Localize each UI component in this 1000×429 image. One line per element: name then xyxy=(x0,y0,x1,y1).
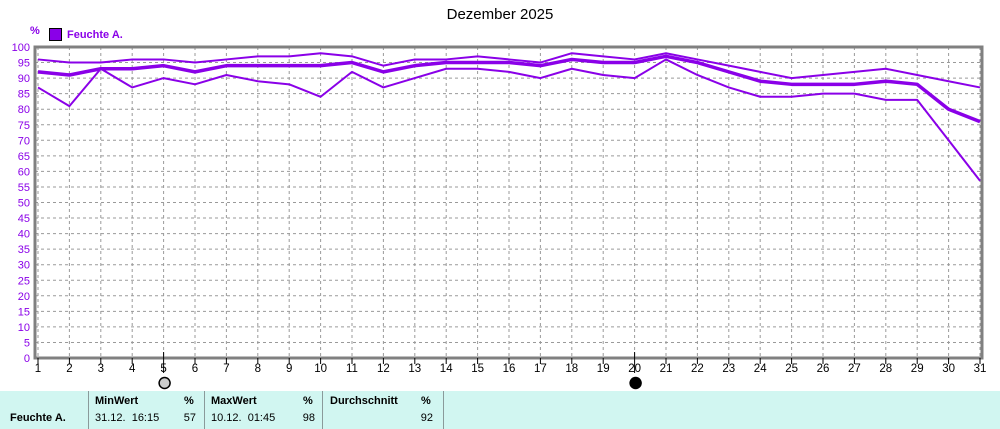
x-tick-label: 17 xyxy=(534,363,547,375)
x-tick-label: 30 xyxy=(942,363,955,375)
y-tick-label: 40 xyxy=(18,229,30,241)
minwert-value: 57 xyxy=(183,412,196,424)
x-tick-label: 14 xyxy=(440,363,453,375)
y-tick-label: 55 xyxy=(18,182,30,194)
x-tick-label: 6 xyxy=(192,363,198,375)
maxwert-unit: % xyxy=(303,395,313,407)
full-moon-icon xyxy=(158,376,171,390)
table-separator xyxy=(322,391,323,429)
x-tick-label: 9 xyxy=(286,363,292,375)
y-tick-label: 0 xyxy=(24,353,30,365)
x-tick-label: 26 xyxy=(817,363,830,375)
legend: Feuchte A. xyxy=(49,28,123,41)
y-tick-label: 35 xyxy=(18,244,30,256)
x-tick-label: 1 xyxy=(35,363,41,375)
series-line-max xyxy=(37,52,981,89)
table-separator xyxy=(443,391,444,429)
x-tick-label: 29 xyxy=(911,363,924,375)
y-tick-label: 30 xyxy=(18,260,30,272)
x-tick-label: 4 xyxy=(129,363,136,375)
y-tick-label: 5 xyxy=(24,337,30,349)
x-tick-label: 3 xyxy=(98,363,104,375)
y-tick-label: 100 xyxy=(12,42,30,54)
legend-swatch-icon xyxy=(49,28,62,41)
y-tick-label: 75 xyxy=(18,120,30,132)
y-tick-label: 70 xyxy=(18,135,30,147)
humidity-chart-plot-area: 0510152025303540455055606570758085909510… xyxy=(12,42,987,390)
y-tick-label: 45 xyxy=(18,213,30,225)
chart-title: Dezember 2025 xyxy=(446,6,554,23)
y-tick-label: 50 xyxy=(18,198,30,210)
x-tick-label: 10 xyxy=(314,363,327,375)
x-tick-label: 31 xyxy=(974,363,987,375)
durchschnitt-header: Durchschnitt xyxy=(330,395,398,407)
x-tick-label: 24 xyxy=(754,363,767,375)
series-line-avg xyxy=(37,54,981,124)
table-separator xyxy=(88,391,89,429)
y-tick-label: 65 xyxy=(18,151,30,163)
x-tick-label: 11 xyxy=(346,363,358,375)
series-line-min xyxy=(37,58,981,182)
table-separator xyxy=(204,391,205,429)
x-tick-label: 25 xyxy=(785,363,798,375)
y-tick-label: 20 xyxy=(18,291,30,303)
x-tick-label: 15 xyxy=(471,363,484,375)
x-tick-label: 16 xyxy=(503,363,516,375)
maxwert-header: MaxWert xyxy=(211,395,257,407)
legend-label: Feuchte A. xyxy=(67,28,123,41)
x-tick-label: 22 xyxy=(691,363,704,375)
x-tick-label: 23 xyxy=(722,363,735,375)
minwert-header: MinWert xyxy=(95,395,139,407)
x-tick-label: 21 xyxy=(660,363,673,375)
y-tick-label: 25 xyxy=(18,275,30,287)
new-moon-icon xyxy=(629,376,642,390)
x-tick-label: 19 xyxy=(597,363,610,375)
durchschnitt-unit: % xyxy=(421,395,431,407)
maxwert-value: 98 xyxy=(302,412,315,424)
y-axis-unit-label: % xyxy=(30,25,40,37)
x-tick-label: 8 xyxy=(255,363,261,375)
y-tick-label: 60 xyxy=(18,166,30,178)
x-tick-label: 2 xyxy=(66,363,72,375)
minwert-unit: % xyxy=(184,395,194,407)
x-tick-label: 28 xyxy=(879,363,892,375)
y-tick-label: 95 xyxy=(18,58,30,70)
y-tick-label: 10 xyxy=(18,322,30,334)
y-tick-label: 85 xyxy=(18,89,30,101)
x-tick-label: 13 xyxy=(408,363,421,375)
x-tick-label: 7 xyxy=(223,363,229,375)
x-tick-label: 20 xyxy=(628,363,641,375)
y-tick-label: 15 xyxy=(18,306,30,318)
minwert-timestamp: 31.12. 16:15 xyxy=(95,412,160,424)
x-tick-label: 18 xyxy=(565,363,578,375)
table-row-label: Feuchte A. xyxy=(10,412,66,424)
x-tick-label: 27 xyxy=(848,363,861,375)
x-tick-label: 5 xyxy=(160,363,166,375)
durchschnitt-value: 92 xyxy=(420,412,433,424)
maxwert-timestamp: 10.12. 01:45 xyxy=(211,412,276,424)
y-tick-label: 90 xyxy=(18,73,30,85)
x-tick-label: 12 xyxy=(377,363,390,375)
summary-table: MinWert % MaxWert % Durchschnitt % Feuch… xyxy=(0,391,1000,429)
y-tick-label: 80 xyxy=(18,104,30,116)
